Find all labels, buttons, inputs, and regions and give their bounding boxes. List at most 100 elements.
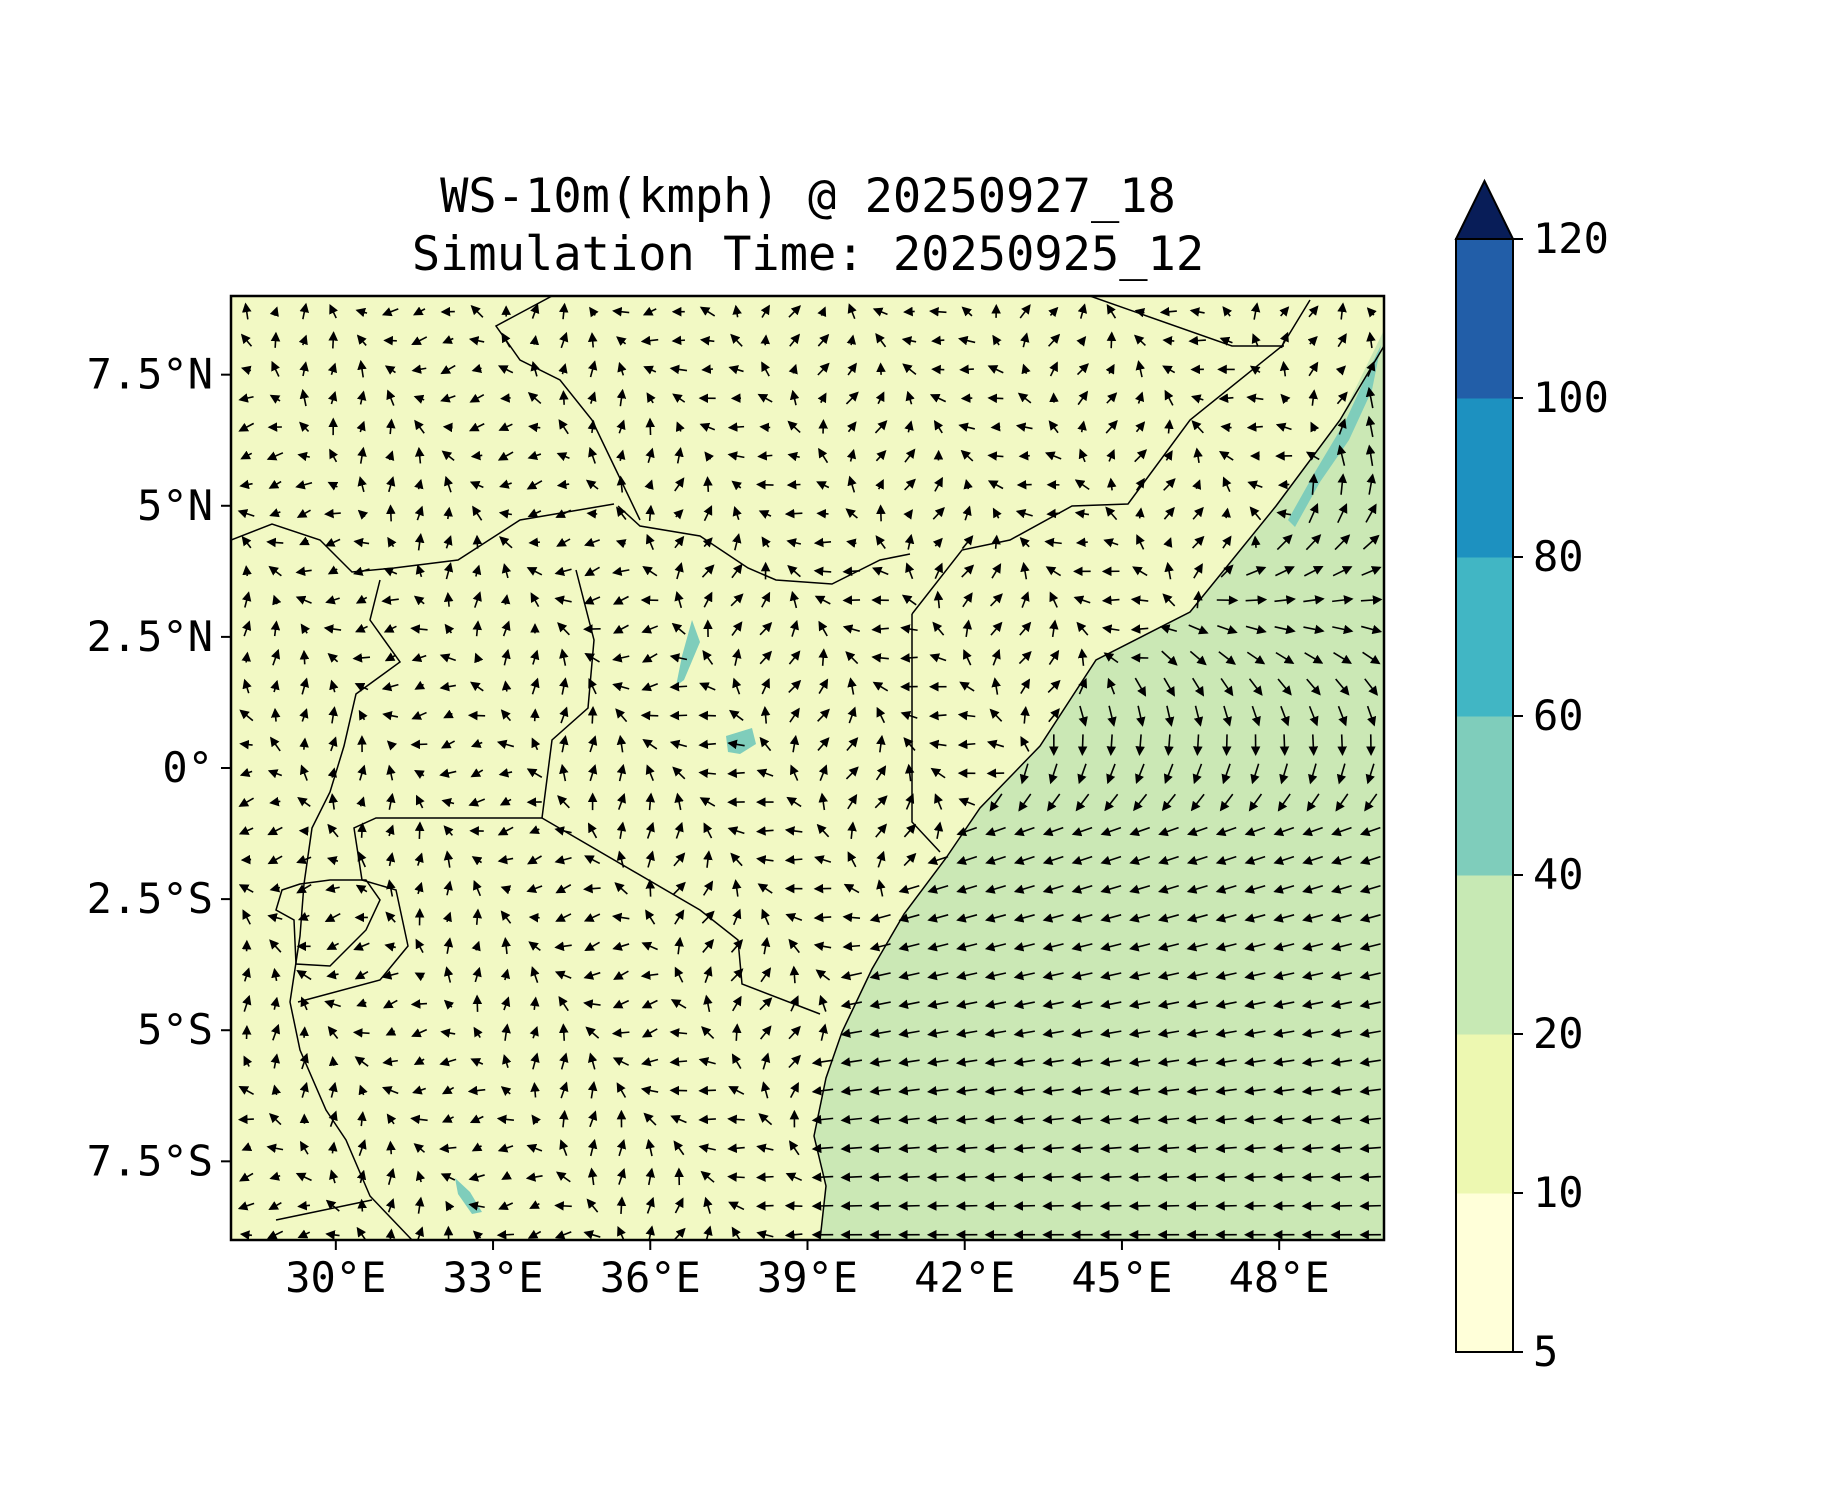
wind-arrow [386, 1140, 396, 1155]
wind-arrow [1105, 363, 1115, 375]
wind-arrow [990, 593, 1003, 607]
wind-arrow [1157, 1172, 1180, 1182]
wind-arrow [1365, 763, 1375, 785]
wind-arrow [531, 1114, 541, 1126]
wind-arrow [1364, 793, 1378, 812]
wind-arrow [1186, 1172, 1208, 1182]
wind-arrow [612, 653, 630, 663]
wind-arrow [1244, 999, 1266, 1010]
wind-arrow [1163, 537, 1173, 548]
wind-arrow [269, 883, 281, 893]
wind-arrow [1100, 884, 1122, 894]
wind-arrow [612, 1057, 629, 1067]
wind-arrow [1330, 913, 1352, 923]
wind-arrow [1136, 705, 1146, 727]
wind-arrow [381, 1086, 399, 1096]
wind-arrow [410, 1114, 428, 1125]
wind-arrow [469, 480, 484, 490]
wind-arrow [468, 797, 486, 807]
wind-arrow [727, 1172, 745, 1182]
wind-arrow [1217, 624, 1238, 635]
wind-arrow [470, 681, 484, 692]
wind-arrow [645, 504, 655, 522]
wind-arrow [1193, 590, 1203, 609]
wind-arrow [615, 708, 628, 723]
wind-arrow [500, 910, 512, 924]
wind-arrow [869, 1057, 891, 1067]
wind-arrow [616, 388, 627, 407]
wind-arrow [869, 1086, 891, 1096]
wind-arrow [442, 911, 452, 923]
wind-arrow [903, 509, 913, 520]
wind-arrow [356, 998, 367, 1008]
wind-arrow [845, 766, 859, 780]
wind-arrow [904, 763, 915, 782]
wind-arrow [1077, 420, 1087, 433]
wind-arrow [296, 508, 311, 518]
wind-arrow [1077, 303, 1088, 319]
wind-arrow [555, 913, 572, 922]
wind-arrow [381, 970, 399, 980]
wind-arrow [442, 335, 454, 344]
wind-arrow [1020, 678, 1031, 694]
wind-arrow [242, 994, 252, 1012]
wind-arrow [785, 912, 803, 922]
wind-arrow [876, 850, 886, 868]
wind-arrow [1310, 421, 1320, 433]
wind-arrow [324, 999, 341, 1009]
wind-arrow [1279, 763, 1289, 785]
wind-arrow [414, 419, 425, 434]
wind-arrow [1042, 884, 1064, 894]
wind-arrow [898, 942, 920, 952]
wind-arrow [961, 306, 973, 317]
wind-arrow [238, 422, 255, 432]
wind-arrow [1245, 624, 1267, 635]
wind-arrow [927, 970, 949, 981]
wind-arrow [703, 505, 713, 522]
wind-arrow [1277, 793, 1291, 812]
wind-arrow [1215, 1028, 1237, 1038]
wind-arrow [239, 709, 254, 722]
wind-arrow [1019, 304, 1031, 319]
wind-arrow [1215, 942, 1237, 952]
wind-arrow [1365, 444, 1376, 466]
wind-arrow [241, 967, 251, 982]
wind-arrow [787, 564, 801, 578]
colorbar: 5 10 20 40 60 80 100 120 [1454, 178, 1609, 1376]
wind-arrow [990, 421, 1001, 432]
wind-arrow [1135, 421, 1146, 433]
wind-arrow [788, 305, 801, 318]
wind-arrow [699, 682, 716, 692]
wind-arrow [1020, 332, 1030, 348]
wind-arrow [876, 504, 886, 522]
wind-arrow [1246, 566, 1267, 576]
wind-arrow [468, 336, 485, 346]
wind-arrow [1308, 473, 1319, 495]
wind-arrow [269, 394, 281, 404]
wind-arrow [327, 362, 338, 376]
wind-arrow [703, 591, 713, 608]
wind-arrow [555, 884, 572, 894]
wind-arrow [871, 566, 889, 576]
wind-arrow [382, 710, 399, 721]
wind-arrow [324, 508, 341, 519]
wind-arrow [872, 307, 888, 317]
wind-arrow [813, 537, 832, 548]
wind-arrow [588, 764, 598, 782]
wind-arrow [612, 999, 630, 1009]
wind-arrow [1161, 793, 1176, 812]
wind-arrow [732, 304, 742, 318]
wind-arrow [1248, 678, 1263, 696]
wind-arrow [957, 710, 976, 721]
wind-arrow [500, 594, 511, 605]
wind-arrow [611, 912, 630, 923]
wind-arrow [840, 1086, 863, 1096]
wind-arrow [641, 941, 658, 951]
wind-arrow [529, 335, 540, 346]
x-tick-label: 48°E [1229, 1253, 1330, 1302]
wind-arrow [1273, 913, 1295, 923]
wind-arrow [788, 650, 801, 665]
wind-arrow [756, 768, 774, 778]
wind-arrow [583, 913, 601, 922]
wind-arrow [1164, 561, 1174, 580]
